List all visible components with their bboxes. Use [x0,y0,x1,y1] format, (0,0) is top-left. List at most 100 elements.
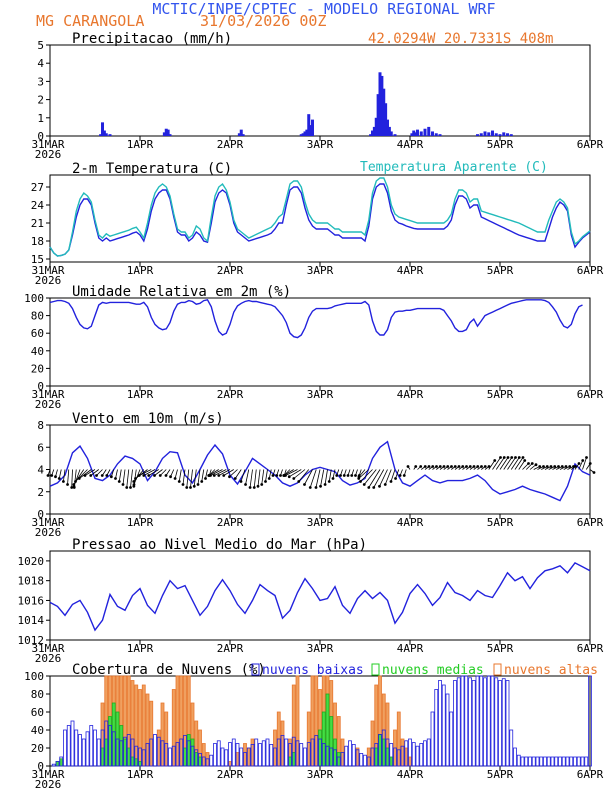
panel-title: 2-m Temperatura (C) [72,161,232,177]
wind-vector-head [557,465,560,468]
precip-bar [307,114,311,136]
cloud-bar-nuvens-baixas [269,744,274,767]
wind-vector-head [62,480,65,483]
cloud-bar-nuvens-baixas [130,738,135,767]
wind-vector-head [553,465,557,468]
precip-bar [101,122,104,136]
cloud-bar-nuvens-baixas [149,738,154,767]
precip-bar [393,134,397,136]
precip-bar [299,134,303,136]
header-title: MCTIC/INPE/CPTEC - MODELO REGIONAL WRF [152,0,495,18]
wind-vector-head [530,462,534,465]
cloud-bar-nuvens-baixas [175,742,180,767]
cloud-bar-nuvens-baixas [385,738,390,767]
cloud-bar-nuvens-medias [108,716,112,767]
wind-vector-head [545,465,549,468]
wind-vector-head [457,465,461,468]
x-tick-label: 31MAR [31,516,64,529]
wind-vector-head [267,477,271,480]
cloud-bar-nuvens-baixas [453,680,457,767]
precip-bar [506,133,509,136]
cloud-bar-nuvens-altas [145,693,150,767]
cloud-bar-nuvens-baixas [198,753,202,767]
wind-vector [90,469,99,476]
wind-vector-head [66,483,69,486]
wind-vector-head [483,465,487,468]
wind-vector-head [147,474,151,477]
wind-vector [234,469,242,479]
precip-bar [168,134,172,136]
cloud-bar-nuvens-baixas [456,677,461,767]
x-tick-label: 5APR [487,642,514,655]
cloud-bar-nuvens-baixas [528,756,532,767]
wind-vector [159,469,167,476]
cloud-bar-nuvens-medias [288,756,292,767]
cloud-bar-nuvens-baixas [239,747,244,767]
cloud-bar-nuvens-altas [400,738,405,767]
y-tick-label: 60 [31,706,44,719]
cloud-bar-nuvens-baixas [123,736,127,767]
cloud-bar-nuvens-baixas [588,675,592,767]
wind-vector-head [70,486,74,489]
cloud-bar-nuvens-baixas [363,754,367,767]
pressure-line [49,562,591,632]
x-tick-label: 4APR [397,516,424,529]
precip-bar [237,133,241,136]
cloud-bar-nuvens-baixas [126,734,131,767]
cloud-bar-nuvens-baixas [351,744,356,767]
cloud-bar-nuvens-altas [314,675,319,767]
x-tick-label: 1APR [127,768,154,781]
precip-bar [416,129,419,136]
cloud-bar-nuvens-baixas [438,680,442,767]
cloud-bar-nuvens-baixas [501,678,506,767]
cloud-bar-nuvens-baixas [299,743,304,767]
wind-vector [218,469,231,476]
wind-vector-head [54,475,57,479]
cloud-legend-swatch [493,663,502,676]
wind-vector [324,469,328,485]
wind-vector-head [164,474,168,477]
wind-vector-head [514,456,517,459]
cloud-bar-nuvens-baixas [141,749,146,767]
wind-vector [492,457,501,470]
cloud-bar-nuvens-baixas [378,734,382,767]
cloud-bar-nuvens-altas [228,761,232,767]
wind-vector-head [142,474,146,477]
cloud-bar-nuvens-baixas [190,745,195,767]
cloud-bar-nuvens-baixas [475,675,480,767]
y-tick-label: 80 [31,310,44,323]
cloud-bar-nuvens-baixas [134,745,139,767]
precip-bar [384,103,388,136]
cloud-bar-nuvens-baixas [460,675,465,767]
wind-vector [360,469,373,482]
y-tick-label: 1012 [18,634,45,647]
precip-bar [369,134,373,136]
cloud-bar-nuvens-baixas [205,758,210,767]
cloud-bar-nuvens-altas [396,711,401,767]
precip-bar [301,133,305,136]
cloud-bar-nuvens-medias [111,702,116,767]
cloud-bar-nuvens-baixas [179,738,184,767]
wind-vector-head [117,480,121,483]
wind-vector-head [185,486,189,489]
cloud-bar-nuvens-baixas [355,749,360,767]
x-tick-label: 3APR [307,642,334,655]
wind-vector [499,457,509,470]
y-tick-label: 5 [37,39,44,52]
cloud-bar-nuvens-baixas [235,743,240,767]
wind-vector [96,469,103,476]
wind-vector-head [57,477,61,480]
wind-vector [193,469,197,487]
wind-vector-head [89,474,93,477]
wind-vector [63,469,66,482]
y-tick-label: 1 [37,112,44,125]
cloud-bar-nuvens-medias [374,747,379,767]
wind-vector [118,469,122,482]
panel-frame [49,550,591,641]
precip-bar [434,133,438,136]
cloud-bar-nuvens-baixas [370,747,375,767]
cloud-bar-nuvens-baixas [531,756,536,767]
cloud-bars: nuvens baixas nuvens medias nuvens altas [51,663,598,767]
wind-vector [518,460,526,470]
wind-vector [245,469,250,485]
